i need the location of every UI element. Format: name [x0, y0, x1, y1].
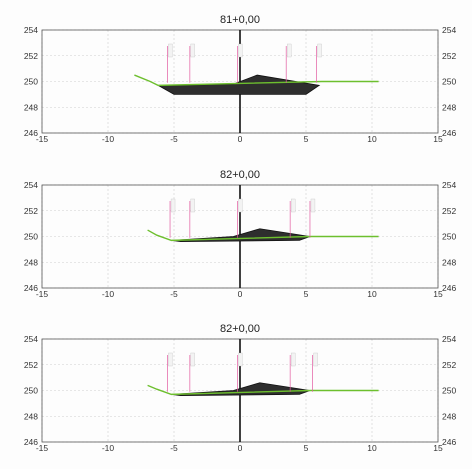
- x-tick-label: 15: [433, 443, 443, 453]
- x-tick-label: -5: [170, 134, 178, 144]
- x-tick-label: 0: [238, 289, 243, 299]
- chart-panel-1: 81+0,00 246 246 248 248 250 250 252 252 254 254 -15…: [24, 14, 457, 144]
- y-tick-label-left: 248: [24, 411, 38, 421]
- x-tick-label: 5: [304, 134, 309, 144]
- y-tick-label-left: 246: [24, 128, 38, 138]
- y-tick-label-left: 250: [24, 232, 38, 242]
- x-tick-label: -15: [36, 289, 49, 299]
- y-tick-label-right: 252: [442, 51, 456, 61]
- chart-title: 82+0,00: [220, 323, 260, 335]
- x-tick-label: -5: [170, 289, 178, 299]
- station-marker-label-box: [310, 198, 316, 213]
- station-marker-label-box: [168, 352, 173, 367]
- y-tick-label-right: 254: [442, 334, 456, 344]
- y-tick-label-right: 254: [442, 25, 456, 35]
- x-tick-label: -10: [102, 443, 115, 453]
- y-tick-label-right: 254: [442, 180, 456, 190]
- ground-profile-line: [147, 384, 379, 396]
- station-marker-label-box: [168, 43, 173, 58]
- station-marker-label-box: [313, 352, 318, 367]
- y-tick-label-left: 246: [24, 437, 38, 447]
- x-tick-label: -5: [170, 443, 178, 453]
- y-tick-label-right: 250: [442, 386, 456, 396]
- station-marker-label-box: [317, 43, 322, 58]
- y-tick-label-right: 246: [442, 128, 456, 138]
- chart-panel-2: 82+0,00 246 246 248 248 250 250 252 252 254 254 -15…: [24, 169, 457, 299]
- ground-profile-line: [147, 229, 379, 242]
- x-tick-label: -15: [36, 443, 49, 453]
- station-marker-label-box: [291, 198, 296, 213]
- x-tick-label: 0: [238, 443, 243, 453]
- y-tick-label-right: 250: [442, 232, 456, 242]
- x-tick-label: 15: [433, 134, 443, 144]
- y-tick-label-right: 246: [442, 283, 456, 293]
- y-tick-label-right: 248: [442, 257, 456, 267]
- y-tick-label-left: 252: [24, 360, 38, 370]
- station-marker-label-box: [190, 198, 195, 213]
- y-tick-label-right: 248: [442, 411, 456, 421]
- y-tick-label-right: 250: [442, 77, 456, 87]
- x-tick-label: 0: [238, 134, 243, 144]
- y-tick-label-left: 254: [24, 25, 38, 35]
- y-tick-label-left: 250: [24, 77, 38, 87]
- x-tick-label: 10: [367, 134, 377, 144]
- x-tick-label: 10: [367, 289, 377, 299]
- x-tick-label: 5: [304, 289, 309, 299]
- ground-profile-line: [134, 74, 379, 87]
- y-tick-label-left: 246: [24, 283, 38, 293]
- y-tick-label-right: 252: [442, 360, 456, 370]
- y-tick-label-left: 248: [24, 257, 38, 267]
- station-marker-label-box: [238, 198, 243, 213]
- station-marker-label-box: [190, 352, 195, 367]
- y-tick-label-right: 246: [442, 437, 456, 447]
- y-tick-label-left: 252: [24, 51, 38, 61]
- y-tick-label-left: 254: [24, 180, 38, 190]
- station-marker-label-box: [291, 352, 296, 367]
- y-tick-label-right: 252: [442, 206, 456, 216]
- station-marker-label-box: [190, 43, 195, 58]
- y-tick-label-left: 252: [24, 206, 38, 216]
- x-tick-label: 10: [367, 443, 377, 453]
- station-marker-label-box: [287, 43, 292, 58]
- y-tick-label-left: 254: [24, 334, 38, 344]
- chart-title: 81+0,00: [220, 14, 260, 26]
- x-tick-label: -10: [102, 289, 115, 299]
- chart-title: 82+0,00: [220, 169, 260, 181]
- y-tick-label-right: 248: [442, 102, 456, 112]
- chart-panel-3: 82+0,00 246 246 248 248 250 250 252 252 254 254 -15…: [24, 323, 457, 453]
- station-marker-label-box: [238, 352, 243, 367]
- x-tick-label: -15: [36, 134, 49, 144]
- x-tick-label: -10: [102, 134, 115, 144]
- x-tick-label: 5: [304, 443, 309, 453]
- y-tick-label-left: 248: [24, 102, 38, 112]
- station-marker-label-box: [238, 43, 243, 58]
- station-marker-label-box: [170, 198, 176, 213]
- y-tick-label-left: 250: [24, 386, 38, 396]
- x-tick-label: 15: [433, 289, 443, 299]
